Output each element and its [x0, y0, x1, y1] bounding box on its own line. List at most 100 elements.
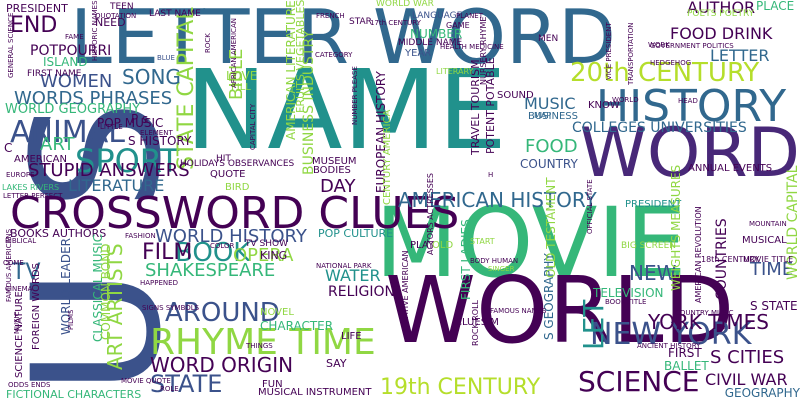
cloud-word: P s: [131, 112, 149, 126]
cloud-word: BLUE: [157, 54, 175, 62]
cloud-word: YEAR: [405, 48, 432, 59]
cloud-word: MEN: [538, 34, 559, 44]
cloud-word: CHARACTER: [260, 319, 334, 333]
cloud-word: ROLE: [160, 385, 179, 393]
cloud-word: FAMOUS NAMES: [490, 307, 547, 315]
cloud-word: GAME: [446, 21, 470, 30]
cloud-word: WATER: [325, 266, 381, 285]
cloud-word: MAP: [534, 111, 552, 120]
cloud-word: TIME: [750, 259, 794, 280]
cloud-word: SOUND: [497, 90, 534, 101]
cloud-word: SINGER: [488, 265, 515, 273]
cloud-word: VICE PRESIDENT: [605, 22, 613, 80]
cloud-word: WORDS PHRASES: [14, 88, 173, 109]
cloud-word: PLACE: [756, 0, 795, 13]
cloud-word: OFFICIAL STATE: [586, 179, 594, 234]
cloud-word: QUOTE: [210, 169, 246, 180]
cloud-word: LAST NAME: [149, 9, 201, 19]
cloud-word: MUSIC: [524, 94, 576, 113]
cloud-word: FRUITS VEGETABLES: [294, 0, 307, 114]
cloud-word: C: [4, 141, 13, 155]
cloud-word: BIBLICAL: [5, 237, 37, 245]
cloud-word: ANNUAL EVENTS: [688, 163, 773, 174]
cloud-word: ACTORS ACTRESSES: [426, 173, 435, 255]
cloud-word: LAKES RIVERS: [2, 183, 60, 192]
cloud-word: MUSICAL INSTRUMENT: [258, 387, 372, 398]
cloud-word: S STATE: [750, 299, 798, 313]
cloud-word: STAR: [349, 17, 372, 27]
cloud-word: CROSSWORD CLUES: [10, 188, 460, 239]
cloud-word: AMERICAN REVOLUTION: [694, 206, 703, 303]
cloud-word: LET: [577, 299, 610, 350]
cloud-word: LANGUAGE: [412, 11, 463, 21]
cloud-word: RHYME TIME: [150, 322, 376, 363]
cloud-word: LETTER WORD: [70, 0, 616, 81]
cloud-word: NATIVE AMERICAN: [401, 250, 410, 324]
cloud-word: LIFE: [341, 331, 362, 342]
cloud-word: CINEMA: [5, 285, 33, 293]
cloud-word: OLD TESTAMENT: [544, 177, 558, 278]
cloud-word: FOOD: [525, 136, 578, 157]
cloud-word: CATEGORY: [315, 51, 353, 59]
cloud-word: HEALTH MEDICINE: [440, 43, 504, 51]
cloud-word: PRESIDENT: [6, 2, 68, 15]
cloud-word: COUNTRY: [520, 157, 578, 171]
cloud-word: SIGNS SYMBOLS: [142, 304, 200, 312]
cloud-word: POETS POETRY: [687, 9, 755, 19]
cloud-word: GOVERNMENT POLITICS: [650, 42, 734, 50]
cloud-word: MOVIE QUOTE: [121, 377, 171, 385]
cloud-word: SCIENCE NATURE: [14, 291, 25, 378]
cloud-word: FILMS: [67, 309, 75, 330]
cloud-word: HAPPENED: [140, 279, 178, 287]
cloud-word: CENTURY AMERICA: [382, 109, 393, 205]
cloud-word: 20th CENTURY: [570, 58, 760, 88]
cloud-word: 18th CENTURY: [701, 255, 760, 264]
cloud-word: NATIONAL PARK: [316, 262, 372, 270]
cloud-word: LOVE: [226, 69, 258, 83]
cloud-word: COLOR: [210, 242, 235, 250]
cloud-word: BALLET: [664, 359, 709, 373]
cloud-word: MOUNTAIN: [749, 220, 787, 228]
cloud-word: H: [488, 171, 494, 179]
cloud-word: END: [10, 13, 58, 38]
cloud-word: GENERAL SCIENCE: [7, 12, 15, 78]
cloud-word: WORD: [579, 114, 800, 193]
cloud-word: ANCIENT HISTORY: [637, 342, 701, 350]
cloud-word: WORLD WAR: [376, 0, 434, 9]
cloud-word: FASHION: [125, 232, 156, 240]
cloud-word: PRESIDENT: [625, 199, 682, 210]
cloud-word: HEDGEHOG: [650, 59, 692, 67]
cloud-word: LETTER: [710, 46, 770, 65]
cloud-word: KNOW: [588, 100, 620, 111]
cloud-word: COME: [3, 259, 24, 267]
cloud-word: MUSIC: [13, 311, 21, 334]
cloud-word: HIT: [216, 154, 231, 164]
cloud-word: HEAD: [678, 97, 698, 105]
cloud-word: STATE: [150, 370, 223, 398]
cloud-word: FILL: [231, 82, 251, 93]
cloud-word: PLANET: [456, 12, 484, 20]
cloud-word: FOOD DRINK: [670, 24, 773, 43]
cloud-word: WORLD: [612, 96, 639, 104]
cloud-word: NEW YORK: [590, 317, 752, 352]
cloud-word: PLAY: [410, 240, 435, 251]
cloud-word: MIDDLE NAME: [398, 38, 463, 48]
cloud-word: COLLEGES UNIVERSITIES: [572, 120, 747, 136]
cloud-word: STUPID ANSWERS: [28, 160, 190, 181]
cloud-word: ANIMAL: [10, 115, 125, 150]
cloud-word: SAY: [326, 357, 347, 370]
cloud-word: FIRST: [668, 346, 702, 360]
cloud-word: OPERA: [233, 245, 294, 266]
cloud-word: ODDS ENDS: [8, 381, 51, 389]
cloud-word: LITERATURE: [68, 176, 165, 195]
cloud-word: LETTER PERFECT: [3, 192, 63, 200]
cloud-word: NUMBER: [410, 27, 463, 41]
cloud-word: KING: [260, 249, 288, 262]
cloud-word: ELEMENT: [140, 129, 173, 137]
cloud-word: FICTIONAL CHARACTERS: [6, 388, 142, 400]
cloud-word: THINGS: [246, 342, 273, 350]
cloud-word: ROCK ROLL: [471, 300, 480, 346]
cloud-word: LITTLE: [100, 123, 123, 131]
cloud-word: TELEVISION: [593, 286, 664, 300]
